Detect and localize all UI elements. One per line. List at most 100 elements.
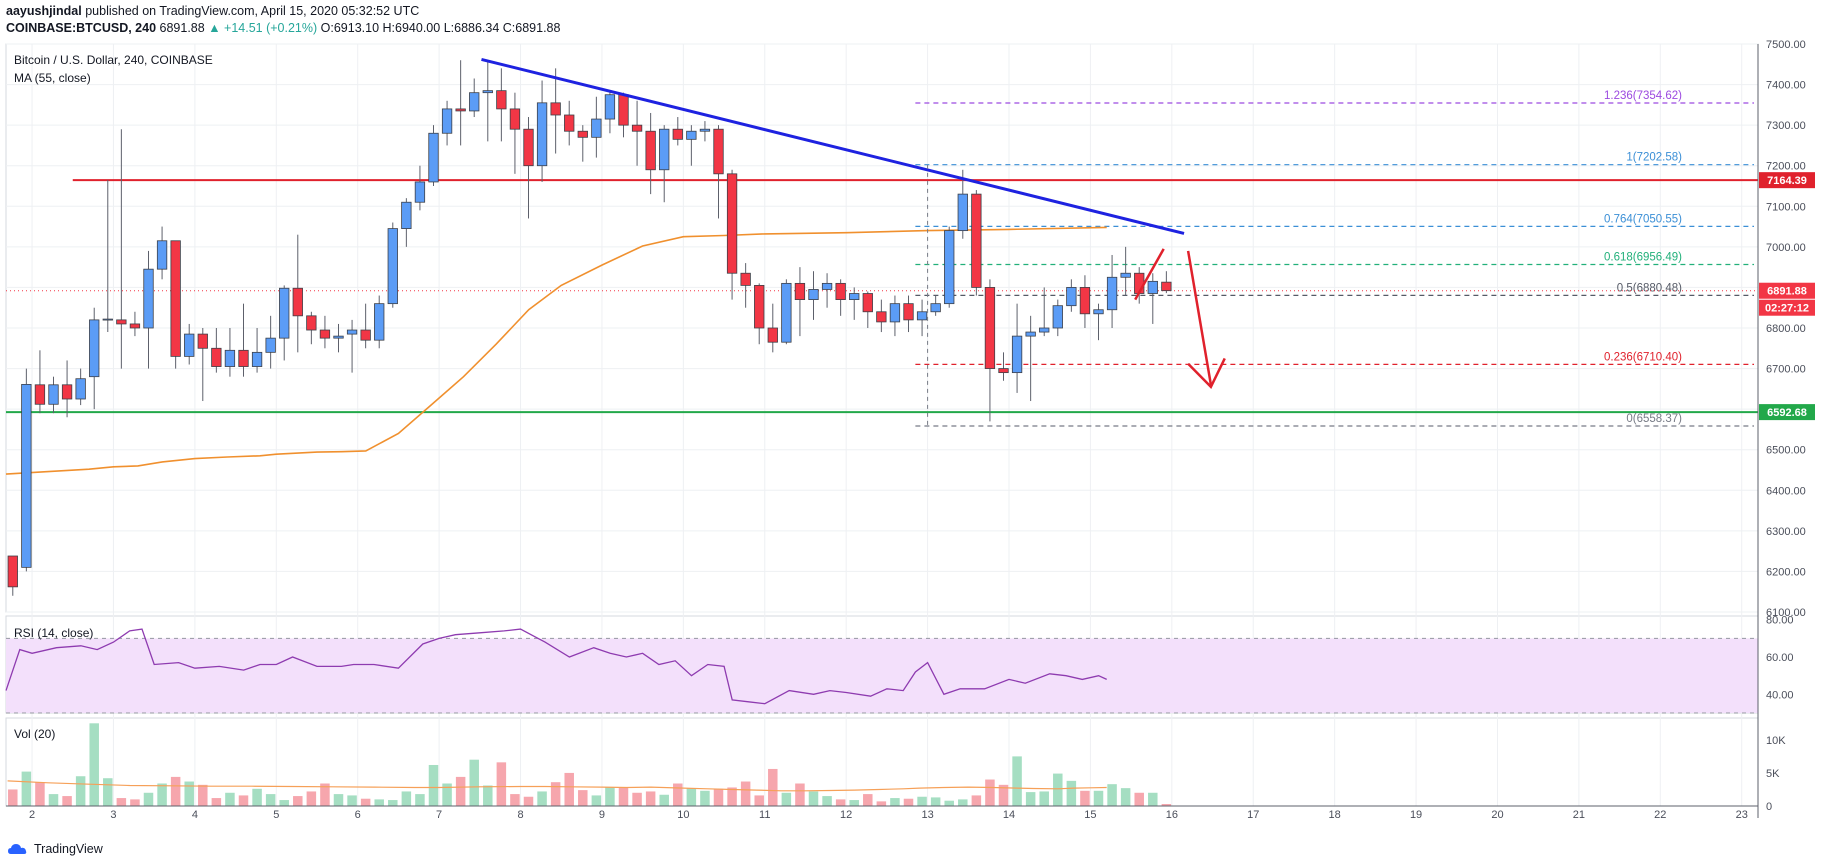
fib-level-label: 0.618(6956.49)	[1604, 252, 1682, 264]
volume-bar	[795, 783, 805, 806]
fib-level-label: 1(7202.58)	[1626, 152, 1682, 164]
volume-bar	[768, 768, 778, 806]
y-tick-label: 6700.00	[1766, 364, 1806, 376]
volume-bar	[632, 792, 642, 806]
author-name[interactable]: aayushjindal	[6, 4, 82, 18]
candle-body	[414, 181, 426, 203]
candle-body	[496, 90, 507, 110]
volume-bar	[876, 801, 887, 806]
fib-level-label: 0.764(7050.55)	[1604, 213, 1682, 225]
candle-body	[21, 383, 32, 568]
candle-body	[346, 329, 358, 335]
volume-bar	[618, 787, 629, 806]
price-tags: 7164.39 6592.68 6891.88 02:27:12	[1759, 172, 1815, 421]
volume-bar	[1080, 790, 1090, 806]
x-tick-label: 6	[355, 809, 361, 821]
current-price-tag: 6891.88	[1767, 286, 1807, 298]
rsi-legend: RSI (14, close)	[14, 626, 93, 640]
volume-bar	[442, 783, 452, 806]
candle-body	[143, 268, 154, 329]
volume-tick-label: 0	[1766, 801, 1772, 813]
volume-bar	[157, 783, 167, 806]
y-tick-label: 6500.00	[1766, 445, 1806, 457]
candle-body	[754, 284, 765, 329]
candle-body	[523, 128, 534, 167]
candle-body	[1147, 280, 1158, 294]
volume-bar	[550, 782, 561, 806]
candle-body	[849, 293, 860, 300]
cloud-icon	[8, 844, 27, 854]
candle-body	[197, 333, 208, 349]
ma-55-line	[5, 226, 1107, 475]
candle-body	[319, 329, 331, 339]
candle-body	[631, 124, 643, 132]
volume-bar	[469, 759, 479, 806]
volume-bar	[265, 794, 276, 806]
candle-body	[184, 333, 195, 357]
candle-body	[116, 319, 127, 325]
candle-body	[672, 128, 683, 140]
y-tick-label: 7000.00	[1766, 242, 1806, 254]
x-tick-label: 10	[677, 809, 689, 821]
y-tick-label: 7400.00	[1766, 80, 1806, 92]
candle-body	[713, 128, 724, 175]
candle-body	[333, 335, 344, 339]
horizontal-levels	[6, 179, 1758, 414]
volume-pane	[7, 723, 1172, 806]
tradingview-logo[interactable]: TradingView	[8, 842, 103, 856]
x-tick-label: 7	[436, 809, 442, 821]
x-tick-label: 21	[1573, 809, 1585, 821]
volume-bar	[890, 798, 900, 806]
x-tick-label: 2	[29, 809, 35, 821]
x-tick-label: 18	[1329, 809, 1341, 821]
candle-body	[48, 384, 59, 405]
candle-body	[957, 193, 968, 232]
volume-bar	[903, 798, 914, 806]
volume-bar	[659, 794, 669, 806]
candle-body	[550, 102, 561, 116]
candle-body	[998, 368, 1009, 374]
candle-body	[401, 201, 412, 230]
candle-body	[699, 128, 711, 132]
volume-bar	[523, 796, 534, 806]
volume-bar	[1012, 756, 1022, 806]
published-text: published on TradingView.com, April 15, …	[85, 4, 420, 18]
candle-body	[984, 287, 996, 369]
x-tick-label: 12	[840, 809, 852, 821]
rsi-tick-label: 60.00	[1766, 652, 1794, 664]
candle-body	[509, 108, 521, 130]
candle-body	[455, 108, 466, 112]
candle-body	[1161, 281, 1172, 292]
candle-body	[564, 114, 575, 132]
symbol-label: COINBASE:BTCUSD, 240	[6, 21, 157, 35]
x-tick-label: 14	[1003, 809, 1015, 821]
candle-body	[482, 90, 493, 94]
volume-tick-label: 10K	[1766, 735, 1786, 747]
candle-body	[441, 108, 453, 134]
candle-body	[428, 132, 439, 183]
drawings	[481, 57, 1226, 427]
volume-bar	[835, 799, 846, 806]
x-tick-label: 11	[759, 809, 770, 821]
x-tick-label: 15	[1084, 809, 1096, 821]
volume-bar	[944, 800, 954, 806]
volume-bar	[143, 792, 154, 806]
candle-body	[930, 303, 941, 313]
current-price-tag-bg	[1759, 282, 1815, 299]
x-tick-label: 23	[1736, 809, 1748, 821]
fibonacci-levels: 1.236(7354.62) 1(7202.58) 0.764(7050.55) 0.…	[915, 90, 1754, 427]
y-tick-label: 6100.00	[1766, 607, 1806, 619]
y-tick-label: 7500.00	[1766, 39, 1806, 51]
candle-body	[821, 282, 833, 290]
volume-bar	[1161, 804, 1172, 806]
candle-body	[577, 130, 588, 138]
candle-body	[645, 130, 656, 171]
volume-bar	[605, 787, 615, 806]
volume-bar	[740, 781, 751, 806]
candle-body	[61, 384, 73, 400]
volume-bar	[958, 799, 968, 806]
volume-bar	[21, 771, 32, 806]
volume-bar	[564, 772, 574, 806]
volume-bar	[917, 796, 927, 806]
